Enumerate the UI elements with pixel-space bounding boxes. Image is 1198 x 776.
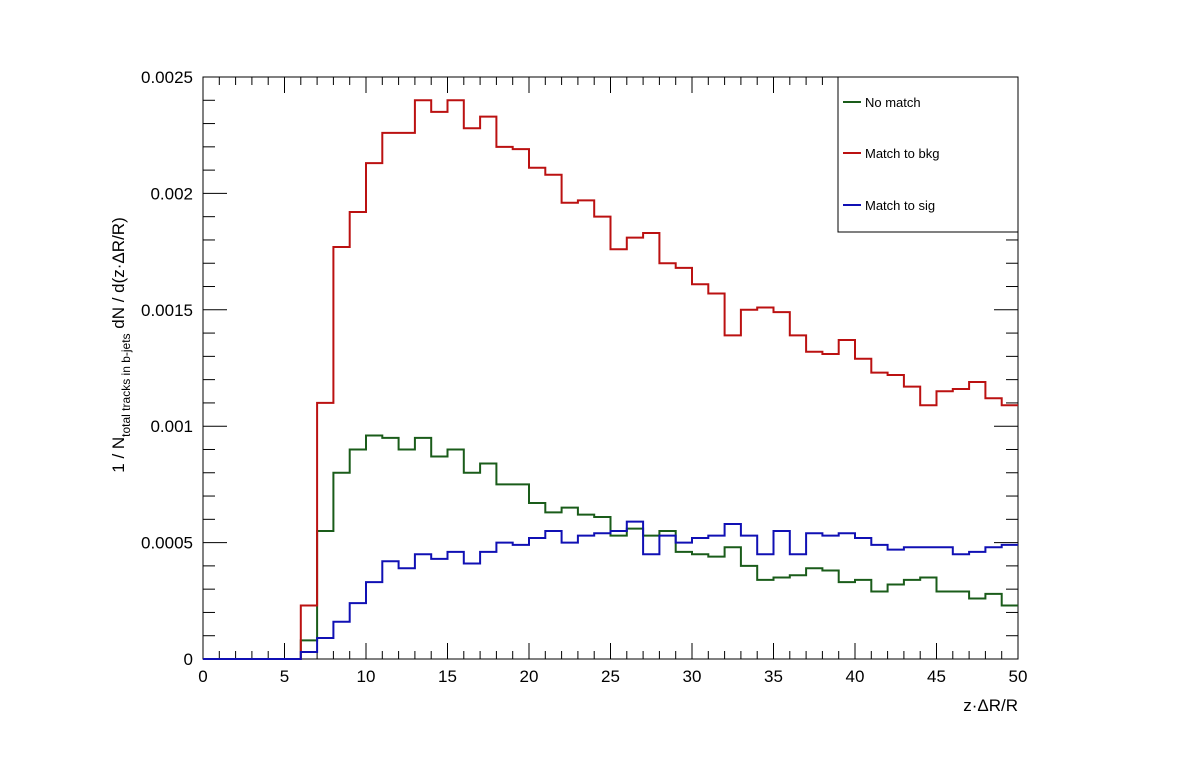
x-tick-label: 20: [520, 667, 539, 686]
x-tick-label: 10: [357, 667, 376, 686]
y-axis-label-prefix: 1 / N: [109, 437, 128, 473]
y-axis-label-subscript: total tracks in b-jets: [119, 333, 133, 436]
axis-tick-labels: 0 5 10 15 20 25 30 35 40 45 50 0 0.0005 0.001 0.0015 0.…: [141, 68, 1027, 686]
y-tick-label: 0.001: [150, 417, 193, 436]
y-axis-label-suffix: dN / d(z·ΔR/R): [109, 217, 128, 333]
series-line-1: [203, 99, 1018, 660]
x-tick-label: 50: [1009, 667, 1028, 686]
x-tick-label: 45: [927, 667, 946, 686]
x-tick-label: 35: [764, 667, 783, 686]
series-line-0: [203, 434, 1018, 660]
legend-entries: No match Match to bkg Match to sig: [843, 95, 939, 213]
legend: No match Match to bkg Match to sig: [837, 76, 1019, 233]
y-tick-label: 0: [184, 650, 193, 669]
legend-label: Match to sig: [865, 198, 935, 213]
y-tick-label: 0.002: [150, 184, 193, 203]
series-line-2: [203, 520, 1018, 660]
legend-box: [837, 76, 1019, 233]
x-tick-label: 5: [280, 667, 289, 686]
x-tick-label: 25: [601, 667, 620, 686]
legend-label: No match: [865, 95, 921, 110]
x-tick-label: 15: [438, 667, 457, 686]
y-tick-label: 0.0025: [141, 68, 193, 87]
legend-label: Match to bkg: [865, 146, 939, 161]
x-tick-label: 0: [198, 667, 207, 686]
y-tick-label: 0.0015: [141, 301, 193, 320]
x-tick-label: 30: [683, 667, 702, 686]
y-tick-label: 0.0005: [141, 534, 193, 553]
x-tick-label: 40: [846, 667, 865, 686]
series-lines: [203, 99, 1018, 660]
y-axis-label: 1 / Ntotal tracks in b-jets dN / d(z·ΔR/…: [109, 217, 133, 472]
x-axis-label: z·ΔR/R: [963, 696, 1018, 715]
